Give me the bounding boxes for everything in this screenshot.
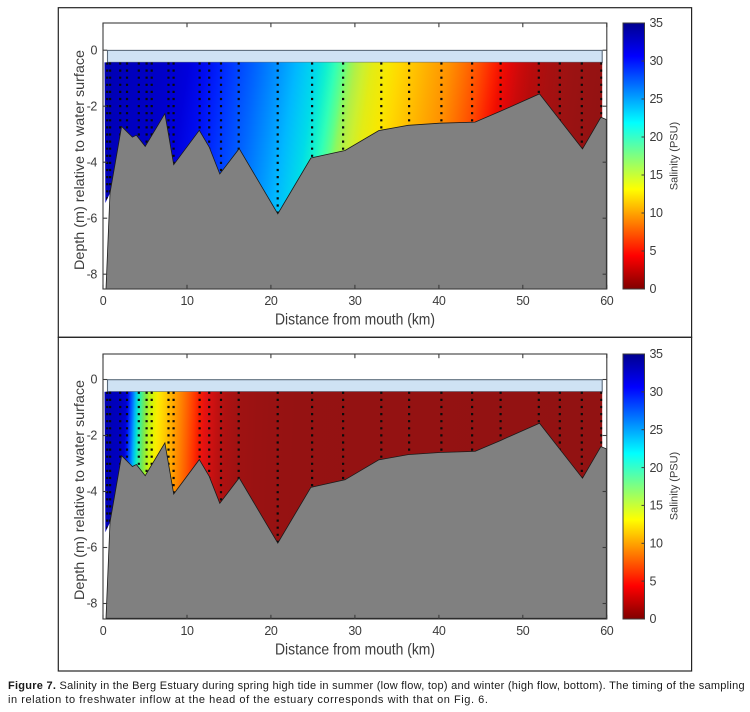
svg-text:5: 5 [650,244,657,258]
svg-text:Salinity (PSU): Salinity (PSU) [669,122,681,190]
svg-text:5: 5 [650,574,657,588]
svg-text:-2: -2 [87,99,98,113]
svg-text:-4: -4 [87,485,98,499]
svg-text:30: 30 [650,54,664,68]
svg-text:-4: -4 [87,155,98,169]
svg-text:30: 30 [650,385,664,399]
svg-text:15: 15 [650,499,664,513]
svg-text:-2: -2 [87,429,98,443]
svg-text:20: 20 [264,294,278,308]
svg-text:-6: -6 [87,211,98,225]
svg-text:Depth (m) relative to water su: Depth (m) relative to water surface [72,380,87,600]
svg-text:10: 10 [180,624,194,638]
svg-text:35: 35 [650,16,664,30]
svg-text:40: 40 [432,294,446,308]
svg-text:20: 20 [650,461,664,475]
svg-text:30: 30 [348,624,362,638]
svg-text:15: 15 [650,168,664,182]
svg-text:-8: -8 [87,267,98,281]
svg-text:0: 0 [100,624,107,638]
svg-text:25: 25 [650,92,664,106]
svg-text:10: 10 [650,537,664,551]
svg-text:Depth (m) relative to water su: Depth (m) relative to water surface [72,50,87,270]
svg-text:Distance from mouth (km): Distance from mouth (km) [275,642,435,659]
svg-text:25: 25 [650,423,664,437]
svg-text:Distance from mouth (km): Distance from mouth (km) [275,312,435,329]
svg-text:50: 50 [516,624,530,638]
svg-text:30: 30 [348,294,362,308]
svg-text:20: 20 [264,624,278,638]
svg-text:0: 0 [100,294,107,308]
svg-text:0: 0 [90,373,97,387]
svg-text:35: 35 [650,347,664,361]
svg-text:0: 0 [90,43,97,57]
svg-text:-8: -8 [87,597,98,611]
svg-text:50: 50 [516,294,530,308]
svg-text:60: 60 [600,294,614,308]
svg-text:0: 0 [650,282,657,296]
svg-text:40: 40 [432,624,446,638]
svg-text:10: 10 [650,206,664,220]
svg-text:0: 0 [650,612,657,626]
svg-text:-6: -6 [87,541,98,555]
svg-text:20: 20 [650,130,664,144]
svg-text:Salinity (PSU): Salinity (PSU) [669,452,681,520]
svg-text:60: 60 [600,624,614,638]
svg-text:10: 10 [180,294,194,308]
